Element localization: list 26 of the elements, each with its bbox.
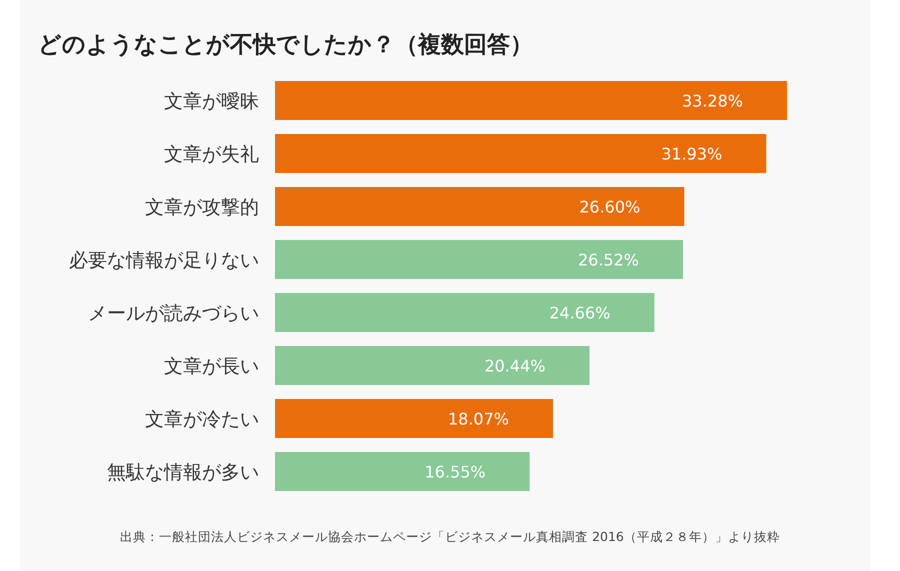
bar <box>275 240 683 279</box>
bar <box>275 187 684 226</box>
bar <box>275 399 553 438</box>
bar <box>275 81 787 120</box>
y-tick-label: 必要な情報が足りない <box>69 250 259 272</box>
data-label: 33.28% <box>682 92 743 110</box>
y-tick-label: メールが読みづらい <box>88 302 259 324</box>
y-tick-label: 無駄な情報が多い <box>107 462 259 484</box>
data-label: 18.07% <box>448 410 509 428</box>
y-tick-label: 文章が失礼 <box>164 144 259 166</box>
data-label: 31.93% <box>661 144 722 164</box>
data-label: 24.66% <box>549 304 610 322</box>
y-tick-label: 文章が曖昧 <box>164 90 259 112</box>
y-tick-label: 文章が冷たい <box>145 408 259 430</box>
chart-title: どのようなことが不快でしたか？（複数回答） <box>38 32 533 58</box>
y-tick-label: 文章が長い <box>164 356 259 378</box>
bar <box>275 134 766 173</box>
bar <box>275 346 590 385</box>
source-note: 出典：一般社団法人ビジネスメール協会ホームページ「ビジネスメール真相調査 2016（平成２８年）」より抜粋 <box>120 529 780 544</box>
data-label: 26.52% <box>578 250 639 270</box>
bar <box>275 293 654 332</box>
bar <box>275 452 530 491</box>
data-label: 26.60% <box>579 198 640 216</box>
data-label: 20.44% <box>484 356 546 376</box>
y-tick-label: 文章が攻撃的 <box>145 196 259 218</box>
data-label: 16.55% <box>424 462 486 482</box>
